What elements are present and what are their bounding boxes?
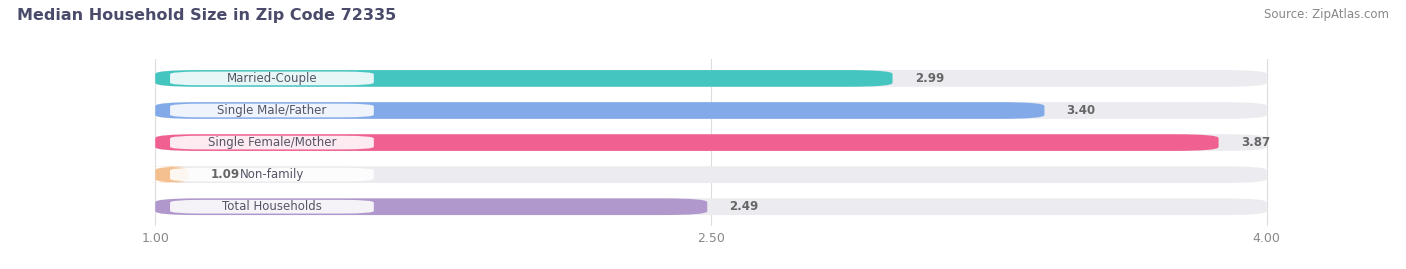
Text: Single Male/Father: Single Male/Father <box>218 104 326 117</box>
FancyBboxPatch shape <box>155 198 1267 215</box>
FancyBboxPatch shape <box>170 136 374 149</box>
Text: Non-family: Non-family <box>240 168 304 181</box>
FancyBboxPatch shape <box>155 134 1219 151</box>
Text: 1.09: 1.09 <box>211 168 240 181</box>
FancyBboxPatch shape <box>170 104 374 117</box>
FancyBboxPatch shape <box>145 166 200 183</box>
Text: Single Female/Mother: Single Female/Mother <box>208 136 336 149</box>
FancyBboxPatch shape <box>155 198 707 215</box>
Text: 2.49: 2.49 <box>730 200 759 213</box>
Text: Source: ZipAtlas.com: Source: ZipAtlas.com <box>1264 8 1389 21</box>
FancyBboxPatch shape <box>170 72 374 85</box>
Text: Median Household Size in Zip Code 72335: Median Household Size in Zip Code 72335 <box>17 8 396 23</box>
Text: Total Households: Total Households <box>222 200 322 213</box>
FancyBboxPatch shape <box>170 200 374 214</box>
Text: 3.87: 3.87 <box>1241 136 1270 149</box>
FancyBboxPatch shape <box>155 102 1045 119</box>
FancyBboxPatch shape <box>170 168 374 182</box>
FancyBboxPatch shape <box>155 70 1267 87</box>
Text: 2.99: 2.99 <box>915 72 943 85</box>
FancyBboxPatch shape <box>155 166 1267 183</box>
Text: 3.40: 3.40 <box>1067 104 1095 117</box>
FancyBboxPatch shape <box>155 134 1267 151</box>
FancyBboxPatch shape <box>155 70 893 87</box>
FancyBboxPatch shape <box>155 102 1267 119</box>
Text: Married-Couple: Married-Couple <box>226 72 318 85</box>
